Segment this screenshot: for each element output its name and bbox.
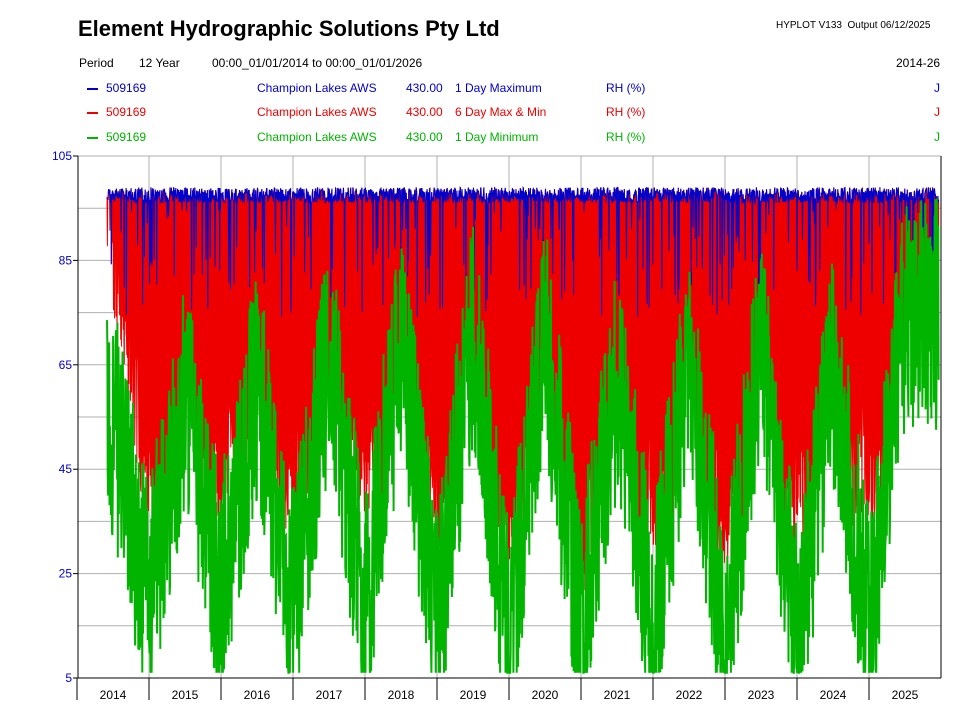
software-version: HYPLOT V133 Output 06/12/2025 [776,20,930,31]
output-date: Output 06/12/2025 [847,20,931,31]
x-tick-label: 2016 [244,688,271,702]
legend-flag: J [934,105,940,119]
legend-station: Champion Lakes AWS [257,105,377,119]
y-tick-label: 45 [59,462,73,476]
series-1day-max [106,186,940,318]
y-tick-label: 65 [59,358,73,372]
legend-unit: RH (%) [606,81,646,95]
chart-series [106,186,940,674]
legend-swatch [87,137,98,139]
period-label: Period [79,56,114,70]
x-tick-label: 2023 [748,688,775,702]
legend-desc: 1 Day Minimum [455,130,539,144]
legend-desc: 1 Day Maximum [455,81,542,95]
legend-swatch [87,112,98,114]
x-tick-label: 2020 [532,688,559,702]
y-tick-label: 5 [65,671,72,685]
legend-site: 509169 [106,130,147,144]
y-tick-label: 105 [52,149,72,163]
legend-variable: 430.00 [406,130,443,144]
series-1day-min [106,198,940,674]
chart-axes: 105 85 65 45 25 5 2014 2015 2016 2017 2018 2019 2020… [52,149,942,702]
legend-flag: J [934,130,940,144]
x-tick-label: 2025 [892,688,919,702]
y-tick-label: 85 [59,253,73,267]
legend-site: 509169 [106,105,147,119]
period-value: 12 Year [139,56,180,70]
x-tick-label: 2024 [820,688,847,702]
legend-flag: J [934,81,940,95]
legend-unit: RH (%) [606,130,646,144]
x-tick-label: 2018 [388,688,415,702]
x-tick-label: 2015 [172,688,199,702]
y-tick-label: 25 [59,567,73,581]
software-name: HYPLOT V133 [776,20,842,31]
x-tick-label: 2021 [604,688,631,702]
legend-station: Champion Lakes AWS [257,130,377,144]
legend-variable: 430.00 [406,105,443,119]
legend-variable: 430.00 [406,81,443,95]
period-code: 2014-26 [896,56,941,70]
period-range: 00:00_01/01/2014 to 00:00_01/01/2026 [212,56,423,70]
x-tick-label: 2019 [460,688,487,702]
legend-site: 509169 [106,81,147,95]
legend-desc: 6 Day Max & Min [455,105,547,119]
x-tick-label: 2014 [100,688,127,702]
legend-station: Champion Lakes AWS [257,81,377,95]
company-title: Element Hydrographic Solutions Pty Ltd [78,16,500,41]
x-tick-label: 2017 [316,688,343,702]
x-tick-label: 2022 [676,688,703,702]
legend-unit: RH (%) [606,105,646,119]
legend-swatch [87,88,98,90]
